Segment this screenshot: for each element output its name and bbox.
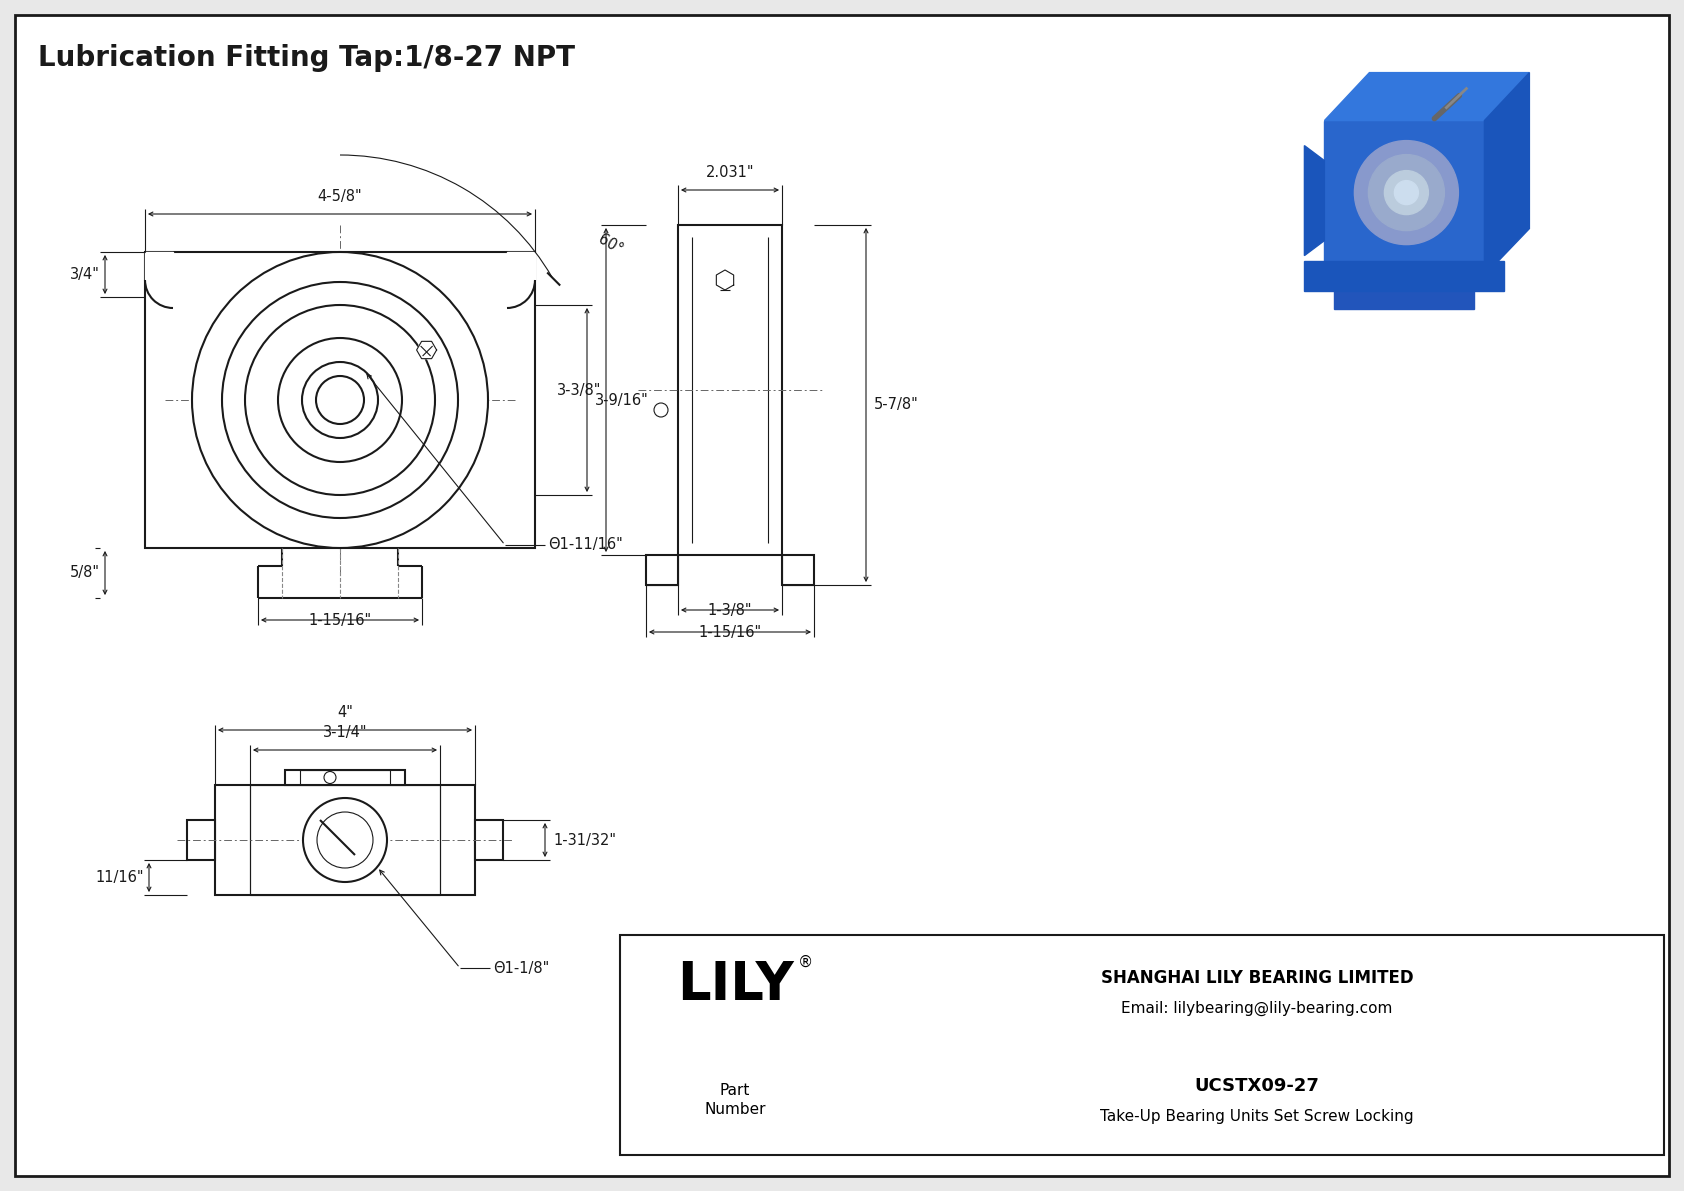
Circle shape xyxy=(1384,170,1428,214)
Circle shape xyxy=(1369,155,1445,231)
Text: 3-9/16": 3-9/16" xyxy=(594,393,648,407)
Bar xyxy=(781,555,813,585)
Text: SHANGHAI LILY BEARING LIMITED: SHANGHAI LILY BEARING LIMITED xyxy=(1101,969,1413,987)
Bar xyxy=(145,252,536,548)
Bar xyxy=(647,555,679,585)
Text: Take-Up Bearing Units Set Screw Locking: Take-Up Bearing Units Set Screw Locking xyxy=(1100,1109,1415,1123)
Text: UCSTX09-27: UCSTX09-27 xyxy=(1194,1077,1320,1095)
Text: Θ1-11/16": Θ1-11/16" xyxy=(547,537,623,553)
Text: LILY: LILY xyxy=(677,959,793,1011)
Circle shape xyxy=(1394,181,1418,205)
Text: 4-5/8": 4-5/8" xyxy=(318,189,362,204)
Circle shape xyxy=(323,772,337,784)
Circle shape xyxy=(303,798,387,883)
Circle shape xyxy=(1354,141,1458,244)
Text: 11/16": 11/16" xyxy=(96,869,145,885)
Text: Lubrication Fitting Tap:1/8-27 NPT: Lubrication Fitting Tap:1/8-27 NPT xyxy=(39,44,574,71)
Circle shape xyxy=(653,403,669,417)
Bar xyxy=(679,225,781,555)
Text: 1-15/16": 1-15/16" xyxy=(308,613,372,628)
Polygon shape xyxy=(1484,73,1529,275)
Text: Email: lilybearing@lily-bearing.com: Email: lilybearing@lily-bearing.com xyxy=(1122,1000,1393,1016)
Polygon shape xyxy=(1324,73,1529,120)
Text: 1-3/8": 1-3/8" xyxy=(707,603,753,618)
Bar xyxy=(620,935,1664,1155)
Text: Part
Number: Part Number xyxy=(704,1083,766,1117)
Polygon shape xyxy=(1324,120,1484,275)
Text: 2.031": 2.031" xyxy=(706,166,754,180)
Text: 4": 4" xyxy=(337,705,354,721)
Text: 3-3/8": 3-3/8" xyxy=(557,382,601,398)
Polygon shape xyxy=(716,270,734,289)
Polygon shape xyxy=(1305,261,1504,291)
Text: 1-15/16": 1-15/16" xyxy=(699,625,761,640)
Bar xyxy=(475,819,504,860)
Bar xyxy=(285,771,404,785)
Text: ®: ® xyxy=(798,954,813,969)
Polygon shape xyxy=(416,342,436,358)
Polygon shape xyxy=(1305,145,1324,256)
Text: 3-1/4": 3-1/4" xyxy=(323,725,367,740)
Polygon shape xyxy=(1334,275,1475,308)
Circle shape xyxy=(192,252,488,548)
Bar xyxy=(249,785,440,894)
Polygon shape xyxy=(145,252,173,280)
Bar xyxy=(216,785,475,894)
Text: Θ1-1/8": Θ1-1/8" xyxy=(493,960,549,975)
Polygon shape xyxy=(507,252,536,280)
Text: 5-7/8": 5-7/8" xyxy=(874,398,919,412)
Bar xyxy=(187,819,216,860)
Text: 5/8": 5/8" xyxy=(71,566,99,580)
Text: 60°: 60° xyxy=(594,232,625,258)
Text: 1-31/32": 1-31/32" xyxy=(552,833,616,848)
Text: 3/4": 3/4" xyxy=(71,267,99,282)
